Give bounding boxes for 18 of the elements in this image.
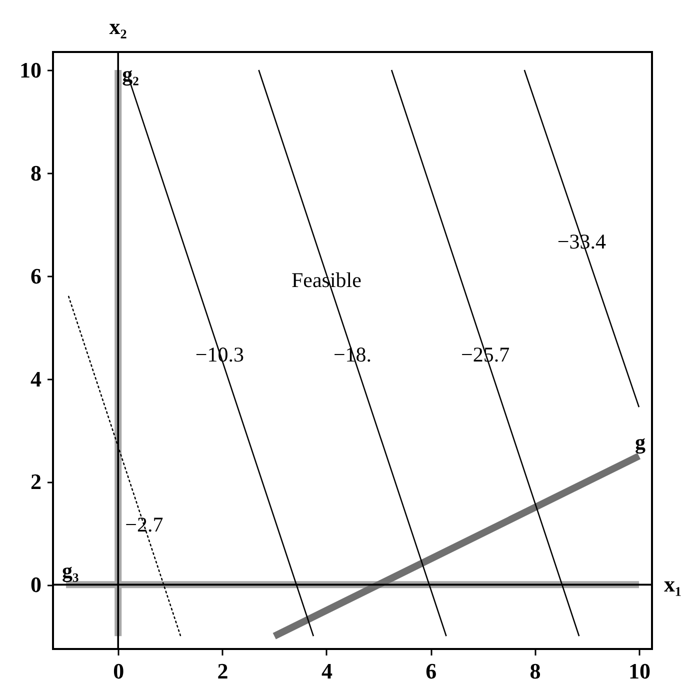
y-tick-label: 10 — [20, 58, 42, 83]
ref-line-label: x₁ — [664, 572, 682, 597]
y-tick-label: 4 — [30, 366, 42, 392]
x-tick-label: 8 — [530, 658, 541, 684]
y-tick-label: 8 — [30, 160, 42, 186]
y-tick-label: 0 — [30, 572, 42, 598]
y-tick-label: 6 — [30, 263, 42, 288]
x-tick-label: 6 — [426, 658, 437, 684]
x-tick-label: 4 — [321, 658, 332, 684]
x-tick-label: 10 — [628, 658, 650, 684]
series-label: g — [634, 430, 646, 454]
x-tick-label: 0 — [113, 658, 124, 684]
series-label: g₃ — [62, 558, 79, 583]
x-tick-label: 2 — [217, 658, 228, 684]
series-label: g₂ — [122, 62, 139, 86]
y-tick-label: 2 — [30, 469, 42, 494]
ref-line-label: x₂ — [109, 14, 128, 39]
annotation: −2.7 — [125, 512, 164, 536]
